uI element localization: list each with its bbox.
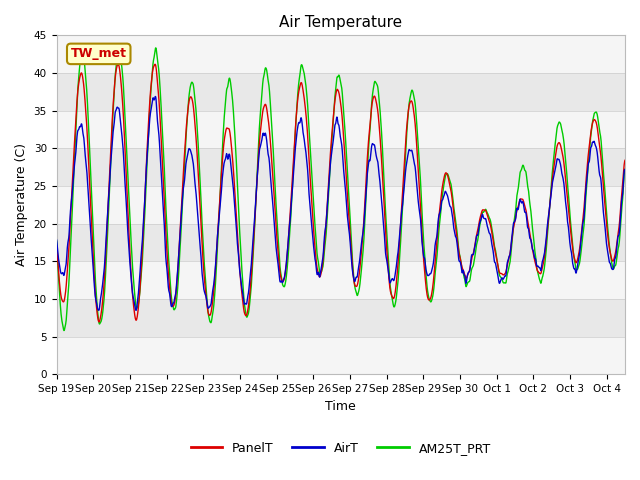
AirT	[605, 258, 613, 264]
AM25T_PRT	[330, 114, 337, 120]
Line: AirT: AirT	[56, 96, 625, 310]
PanelT	[605, 241, 612, 247]
AM25T_PRT	[152, 45, 159, 51]
PanelT	[315, 271, 323, 276]
PanelT	[52, 246, 60, 252]
AM25T_PRT	[315, 260, 323, 265]
Y-axis label: Air Temperature (C): Air Temperature (C)	[15, 144, 28, 266]
AM25T_PRT	[621, 166, 629, 172]
PanelT	[82, 105, 90, 110]
AirT	[82, 156, 90, 162]
Text: TW_met: TW_met	[71, 48, 127, 60]
AM25T_PRT	[52, 238, 60, 243]
PanelT	[152, 61, 159, 67]
AM25T_PRT	[501, 280, 509, 286]
AirT	[501, 273, 509, 279]
Bar	[56, 262, 625, 299]
Bar	[56, 148, 625, 186]
AM25T_PRT	[60, 328, 68, 334]
AM25T_PRT	[82, 76, 90, 82]
AM25T_PRT	[605, 240, 613, 246]
AirT	[621, 167, 629, 172]
Bar	[56, 224, 625, 262]
PanelT	[330, 112, 337, 118]
AirT	[52, 237, 60, 242]
Legend: PanelT, AirT, AM25T_PRT: PanelT, AirT, AM25T_PRT	[186, 437, 496, 460]
X-axis label: Time: Time	[325, 400, 356, 413]
PanelT	[621, 157, 629, 163]
Line: AM25T_PRT: AM25T_PRT	[56, 48, 625, 331]
PanelT	[95, 319, 103, 325]
Bar	[56, 111, 625, 148]
AirT	[95, 307, 102, 313]
Title: Air Temperature: Air Temperature	[279, 15, 403, 30]
AirT	[152, 94, 159, 99]
PanelT	[605, 243, 613, 249]
Bar	[56, 186, 625, 224]
Bar	[56, 36, 625, 73]
Bar	[56, 337, 625, 374]
Bar	[56, 73, 625, 111]
AirT	[330, 135, 337, 141]
PanelT	[501, 271, 509, 277]
Line: PanelT: PanelT	[56, 64, 625, 322]
AM25T_PRT	[605, 237, 612, 243]
AirT	[605, 256, 612, 262]
Bar	[56, 299, 625, 337]
AirT	[315, 269, 323, 275]
